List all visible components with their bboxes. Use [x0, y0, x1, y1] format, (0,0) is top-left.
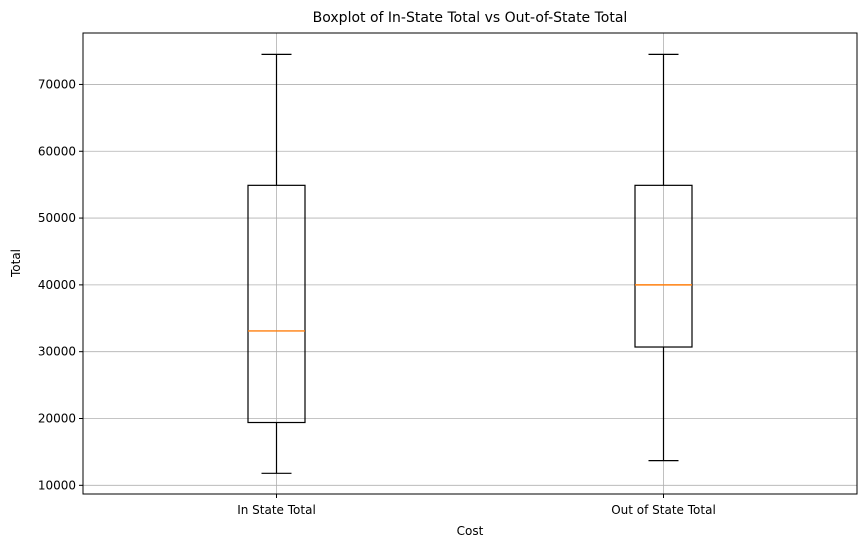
x-tick-label: In State Total [237, 503, 316, 517]
plot-frame [82, 32, 858, 495]
chart-title: Boxplot of In-State Total vs Out-of-Stat… [313, 10, 628, 26]
y-tick-label: 20000 [38, 412, 76, 426]
y-tick-label: 30000 [38, 345, 76, 359]
y-tick-label: 60000 [38, 144, 76, 158]
box-layer [247, 53, 693, 474]
y-tick-label: 40000 [38, 278, 76, 292]
grid-layer [83, 33, 857, 494]
y-tick-label: 70000 [38, 77, 76, 91]
y-axis-label: Total [9, 249, 23, 278]
y-tick-label: 50000 [38, 211, 76, 225]
iqr-box [634, 184, 693, 348]
y-tick-label: 10000 [38, 478, 76, 492]
tick-layer: 10000 20000 30000 40000 50000 60000 70000 In St… [38, 77, 716, 517]
x-axis-label: Cost [457, 524, 484, 538]
iqr-box [247, 184, 306, 424]
x-tick-label: Out of State Total [611, 503, 716, 517]
